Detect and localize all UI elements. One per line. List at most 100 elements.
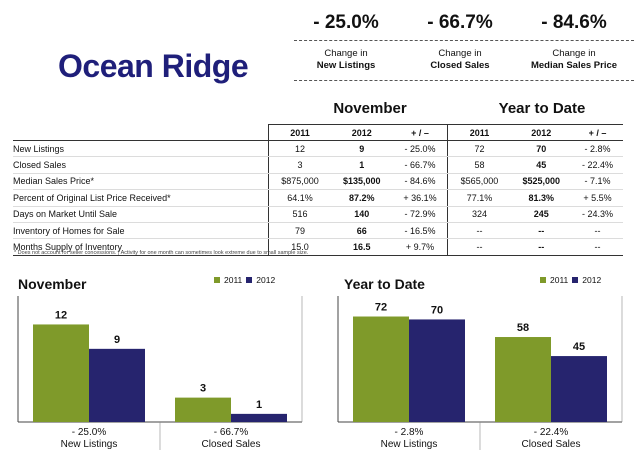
bar-2012-1 (231, 413, 287, 422)
cell-y2011: -- (447, 222, 511, 240)
cell-mchg: - 16.5% (392, 222, 448, 240)
legend-swatch-2012 (572, 277, 579, 283)
col-ytd-2012: 2012 (510, 124, 573, 141)
cell-ychg: - 7.1% (572, 173, 623, 191)
kpi-value: - 84.6% (541, 12, 607, 33)
section-ytd-heading: Year to Date (498, 100, 586, 117)
table-row: Closed Sales 3 1- 66.7% 58 45- 22.4% (13, 156, 623, 174)
cell-y2012: -- (510, 238, 573, 256)
row-label: Inventory of Homes for Sale (13, 222, 269, 240)
cell-y2012: 70 (510, 140, 573, 158)
cell-y2012: 45 (510, 156, 573, 174)
kpi-caption: Change in (324, 48, 368, 59)
legend-label-2012: 2012 (582, 275, 602, 285)
bar-2011-1 (175, 397, 231, 422)
kpi-metric: New Listings (316, 60, 376, 71)
cell-m2011: 12 (267, 140, 331, 158)
cell-y2012: -- (510, 222, 573, 240)
cell-y2012: $525,000 (510, 173, 573, 191)
kpi-value: - 66.7% (427, 12, 493, 33)
bar-value-label: 3 (200, 383, 206, 395)
cell-m2011: 64.1% (267, 189, 331, 207)
cell-mchg: + 9.7% (392, 238, 448, 256)
bar-value-label: 9 (114, 334, 120, 346)
table-row: Months Supply of Inventory 15.0 16.5 + 9.7%… (13, 238, 623, 256)
kpi-divider-top (294, 40, 634, 41)
row-label: Months Supply of Inventory (13, 238, 269, 256)
cell-mchg: - 66.7% (392, 156, 448, 174)
cell-ychg: - 22.4% (572, 156, 623, 174)
bar-2011-0 (353, 316, 409, 422)
cell-m2012: $135,000 (330, 173, 393, 191)
stats-table: 2011 2012 + / – 2011 2012 + / – New List… (13, 124, 623, 256)
cell-y2012: 245 (510, 206, 573, 223)
legend-swatch-2011 (540, 277, 546, 283)
cell-m2011: 79 (267, 222, 331, 240)
kpi-new-listings: - 25.0% Change in New Listings (288, 8, 404, 72)
legend-swatch-2011 (214, 277, 220, 283)
row-label: Closed Sales (13, 156, 269, 174)
table-row: Percent of Original List Price Received*… (13, 189, 623, 207)
cell-y2012: 81.3% (510, 189, 573, 207)
cell-m2011: 15.0 (267, 238, 331, 256)
cell-m2012: 140 (330, 206, 393, 223)
col-ytd-change: + / – (572, 124, 623, 141)
cell-ychg: - 2.8% (572, 140, 623, 158)
kpi-divider-bottom (294, 80, 634, 81)
category-change-label: - 25.0% (72, 427, 107, 438)
chart-ytd: 72 70 - 2.8%New Listings 58 45 - 22.4%Closed … (337, 296, 623, 450)
kpi-caption: Change in (552, 48, 596, 59)
kpi-value: - 25.0% (313, 12, 379, 33)
cell-mchg: - 72.9% (392, 206, 448, 223)
category-label: Closed Sales (202, 439, 261, 450)
table-row: Days on Market Until Sale 516 140- 72.9% 32… (13, 206, 623, 223)
bar-2012-0 (89, 348, 145, 422)
col-month-change: + / – (392, 124, 448, 141)
kpi-metric: Closed Sales (430, 60, 490, 71)
chart-ytd-legend: 2011 2012 (540, 275, 601, 285)
col-ytd-2011: 2011 (447, 124, 511, 141)
bar-2011-0 (33, 324, 89, 422)
cell-ychg: - 24.3% (572, 206, 623, 223)
category-change-label: - 66.7% (214, 427, 249, 438)
bar-value-label: 1 (256, 399, 262, 411)
page-title: Ocean Ridge (58, 48, 249, 84)
col-month-2011: 2011 (267, 124, 331, 141)
bar-value-label: 70 (431, 304, 443, 316)
kpi-median-price: - 84.6% Change in Median Sales Price (516, 8, 632, 72)
category-change-label: - 22.4% (534, 427, 569, 438)
cell-mchg: - 84.6% (392, 173, 448, 191)
cell-m2012: 66 (330, 222, 393, 240)
row-label: Median Sales Price* (13, 173, 269, 191)
row-label: New Listings (13, 140, 269, 158)
bar-2012-0 (409, 319, 465, 422)
cell-ychg: -- (572, 238, 623, 256)
cell-m2012: 16.5 (330, 238, 393, 256)
cell-m2011: 3 (267, 156, 331, 174)
legend-swatch-2012 (246, 277, 253, 283)
legend-label-2011: 2011 (550, 275, 569, 285)
bar-value-label: 45 (573, 341, 585, 353)
cell-y2011: 58 (447, 156, 511, 174)
table-row: New Listings 12 9- 25.0% 72 70- 2.8% (13, 140, 623, 158)
cell-m2012: 87.2% (330, 189, 393, 207)
category-label: New Listings (381, 439, 438, 450)
legend-label-2012: 2012 (256, 275, 276, 285)
cell-m2011: $875,000 (267, 173, 331, 191)
legend-label-2011: 2011 (224, 275, 243, 285)
row-label: Days on Market Until Sale (13, 206, 269, 223)
col-month-2012: 2012 (330, 124, 393, 141)
section-month-heading: November (333, 100, 407, 117)
footnote: * Does not account for seller concession… (14, 250, 309, 256)
category-label: New Listings (61, 439, 118, 450)
bar-2011-1 (495, 337, 551, 422)
category-change-label: - 2.8% (395, 427, 424, 438)
bar-value-label: 58 (517, 322, 529, 334)
chart-november-title: November (18, 276, 87, 292)
cell-y2011: 324 (447, 206, 511, 223)
chart-november: 12 9 - 25.0%New Listings 3 1 - 66.7%Closed Sa… (17, 296, 303, 450)
kpi-caption: Change in (438, 48, 482, 59)
cell-y2011: 77.1% (447, 189, 511, 207)
category-label: Closed Sales (522, 439, 581, 450)
cell-m2012: 9 (330, 140, 393, 158)
